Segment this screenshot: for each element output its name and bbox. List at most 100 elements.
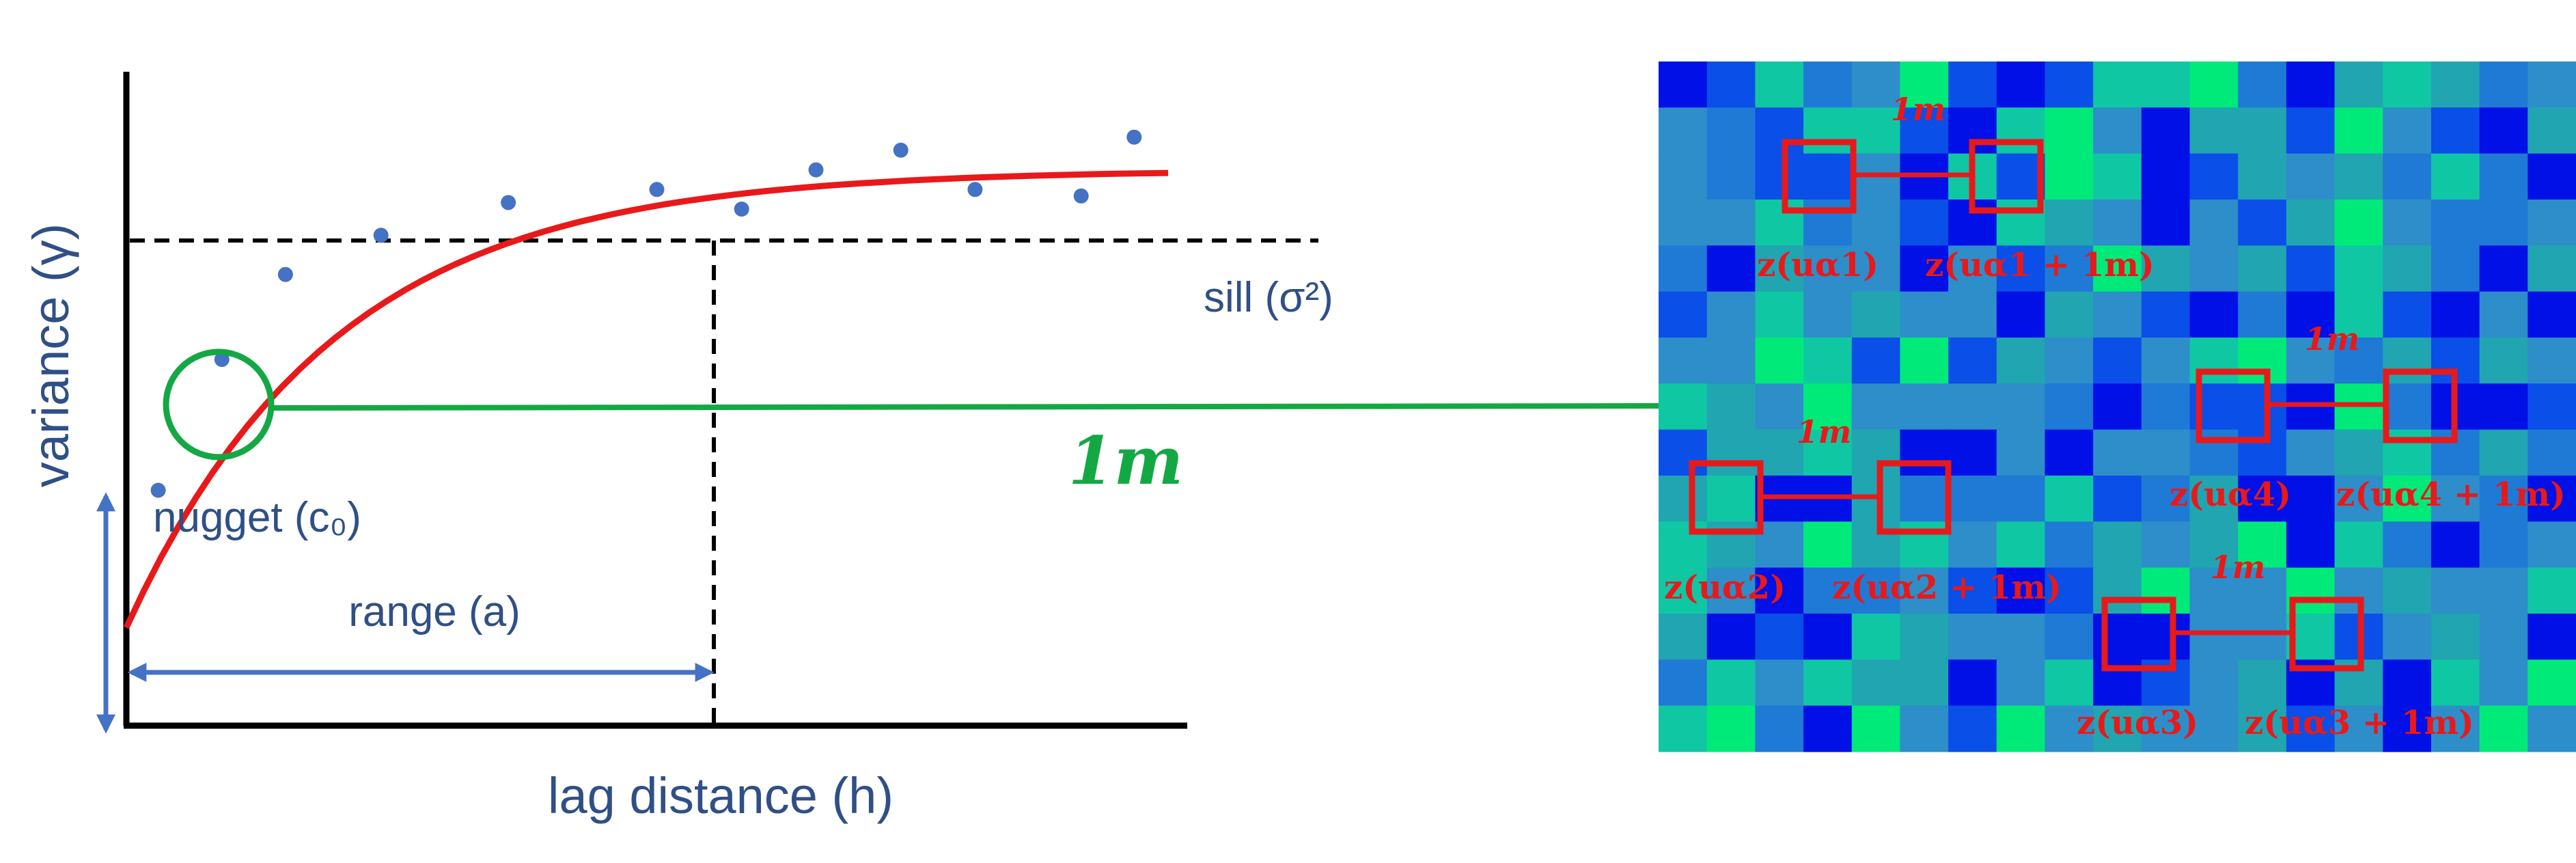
grid-cell [1706,429,1756,476]
grid-cell [2286,200,2336,246]
grid-cell [2286,476,2336,522]
grid-cell [2383,338,2432,384]
grid-cell [1706,705,1756,752]
grid-cell [2479,429,2528,476]
grid-cell [1851,107,1901,154]
grid-cell [1900,476,1949,522]
grid-cell [1803,153,1853,200]
pair-3-lag-label: 1m [2211,549,2266,586]
grid-cell [1706,200,1756,246]
lag-highlight-circle [163,348,275,461]
variogram-model-curve [123,169,1169,629]
grid-cell [2479,338,2528,384]
grid-cell [1900,245,1949,292]
grid-cell [1948,383,1997,430]
grid-cell [2045,476,2094,522]
grid-cell [2045,614,2094,660]
grid-cell [2045,521,2094,569]
grid-cell [2479,61,2528,108]
grid-cell [1803,245,1853,292]
grid-cell [2189,705,2239,752]
grid-cell [1755,200,1804,246]
grid-cell [2045,291,2094,338]
sill-label: sill (σ²) [1204,274,1333,321]
grid-cell [2527,200,2576,246]
grid-cell [2430,291,2480,338]
grid-cell [2141,614,2191,660]
grid-cell [2334,429,2383,476]
pair-1-tail-label: z(uα1) [1757,246,1879,284]
grid-cell [2527,476,2576,522]
pair-2-lag-label: 1m [1797,413,1852,450]
grid-cell [2141,291,2191,338]
grid-cell [1948,476,1997,522]
grid-cell [2238,107,2287,154]
grid-cell [1851,61,1901,108]
grid-cell [2430,476,2480,522]
grid-cell [2430,153,2480,200]
grid-cell [1803,200,1853,246]
grid-cell [2286,291,2336,338]
grid-cell [2093,61,2142,108]
grid-cell [1851,291,1901,338]
grid-cell [1803,659,1853,707]
grid-cell [1948,338,1997,384]
grid-cell [2093,200,2142,246]
grid-cell [2093,338,2142,384]
grid-cell [1706,614,1756,660]
grid-cell [2189,291,2239,338]
grid-cell [2383,429,2432,476]
grid-cell [2527,383,2576,430]
grid-cell [2430,567,2480,614]
grid-cell [2334,153,2383,200]
grid-cell [2141,200,2191,246]
grid-cell [1803,61,1853,108]
experimental-point-8 [808,162,824,178]
grid-cell [1996,245,2046,292]
grid-cell [2334,245,2383,292]
experimental-points [150,129,1142,498]
grid-cell [1803,338,1853,384]
grid-cell [2141,338,2191,384]
grid-cell [2334,521,2383,569]
pair-2-head-label: z(uα2 + 1m) [1832,569,2062,607]
grid-cell [2189,476,2239,522]
grid-cell [2479,521,2528,569]
y-axis-label: variance (γ) [23,223,79,488]
grid-cell [2527,705,2576,752]
grid-cell [2189,567,2239,614]
grid-cell [2141,567,2191,614]
grid-cell [2479,614,2528,660]
grid-cell [1996,338,2046,384]
grid-cell [2383,614,2432,660]
grid-cell [2141,521,2191,569]
grid-cell [2286,153,2336,200]
spatial-grid-panel: 1m z(uα1) z(uα1 + 1m) 1m z(uα2) z(uα2 + … [1659,61,2576,752]
grid-cell [2189,200,2239,246]
grid-cell [1755,61,1804,108]
grid-cell [1996,61,2046,108]
grid-cell [1851,245,1901,292]
grid-cell [2238,521,2287,569]
grid-cell [2238,705,2287,752]
grid-cell [1706,659,1756,707]
grid-cell [1659,61,1708,108]
grid-cell [2383,383,2432,430]
grid-cell [2527,153,2576,200]
grid-cell [2141,383,2191,430]
grid-cell [2238,291,2287,338]
grid-cell [2430,61,2480,108]
grid-cell [1948,521,1997,569]
grid-cell [1803,291,1853,338]
grid-cell [1706,383,1756,430]
grid-cell [2479,383,2528,430]
grid-cell [1755,567,1804,614]
grid-cell [1706,476,1756,522]
grid-cell [1996,153,2046,200]
grid-cell [1706,61,1756,108]
experimental-point-1 [150,482,166,498]
grid-cell [2527,567,2576,614]
grid-cell [1851,614,1901,660]
grid-cell [1659,429,1708,476]
grid-cell [1755,245,1804,292]
